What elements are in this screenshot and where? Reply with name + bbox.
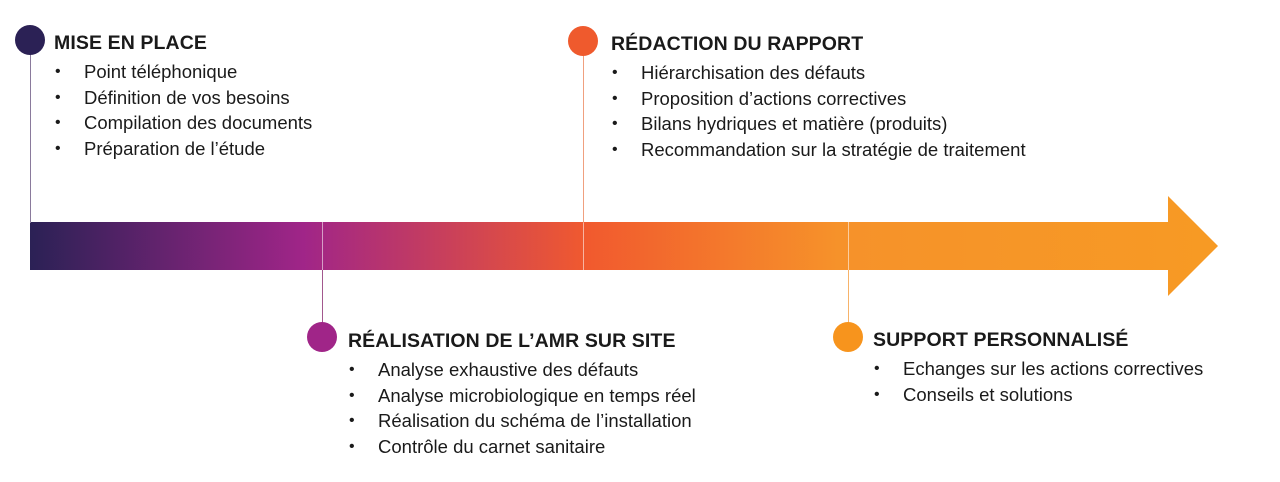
connector-step-2 [322, 270, 323, 324]
list-item: Echanges sur les actions correctives [873, 356, 1203, 382]
dot-step-4 [833, 322, 863, 352]
list-item: Bilans hydriques et matière (produits) [611, 111, 1026, 137]
list-item: Analyse exhaustive des défauts [348, 357, 696, 383]
list-item: Recommandation sur la stratégie de trait… [611, 137, 1026, 163]
list-item: Contrôle du carnet sanitaire [348, 434, 696, 460]
list-item: Préparation de l’étude [54, 136, 312, 162]
list-item: Analyse microbiologique en temps réel [348, 383, 696, 409]
list-item: Conseils et solutions [873, 382, 1203, 408]
list-item: Hiérarchisation des défauts [611, 60, 1026, 86]
step-support-personnalise: SUPPORT PERSONNALISÉ Echanges sur les ac… [873, 328, 1203, 407]
connector-step-4 [848, 270, 849, 324]
step-redaction-rapport: RÉDACTION DU RAPPORT Hiérarchisation des… [611, 32, 1026, 162]
step-items: Echanges sur les actions correctives Con… [873, 356, 1203, 407]
connector-step-1 [30, 53, 31, 223]
step-items: Analyse exhaustive des défauts Analyse m… [348, 357, 696, 459]
step-items: Hiérarchisation des défauts Proposition … [611, 60, 1026, 162]
step-title: SUPPORT PERSONNALISÉ [873, 329, 1129, 351]
dot-step-1 [15, 25, 45, 55]
list-item: Proposition d’actions correctives [611, 86, 1026, 112]
step-title: RÉALISATION DE L’AMR SUR SITE [348, 330, 676, 352]
dot-step-3 [568, 26, 598, 56]
step-realisation-amr: RÉALISATION DE L’AMR SUR SITE Analyse ex… [348, 329, 696, 459]
step-title: RÉDACTION DU RAPPORT [611, 33, 864, 55]
step-title: MISE EN PLACE [54, 32, 207, 54]
step-items: Point téléphonique Définition de vos bes… [54, 59, 312, 161]
timeline-arrow-shape [30, 196, 1218, 296]
list-item: Compilation des documents [54, 110, 312, 136]
list-item: Point téléphonique [54, 59, 312, 85]
dot-step-2 [307, 322, 337, 352]
connector-step-3 [583, 55, 584, 223]
timeline-arrow [30, 196, 1218, 296]
list-item: Définition de vos besoins [54, 85, 312, 111]
list-item: Réalisation du schéma de l’installation [348, 408, 696, 434]
step-mise-en-place: MISE EN PLACE Point téléphonique Définit… [54, 31, 312, 161]
